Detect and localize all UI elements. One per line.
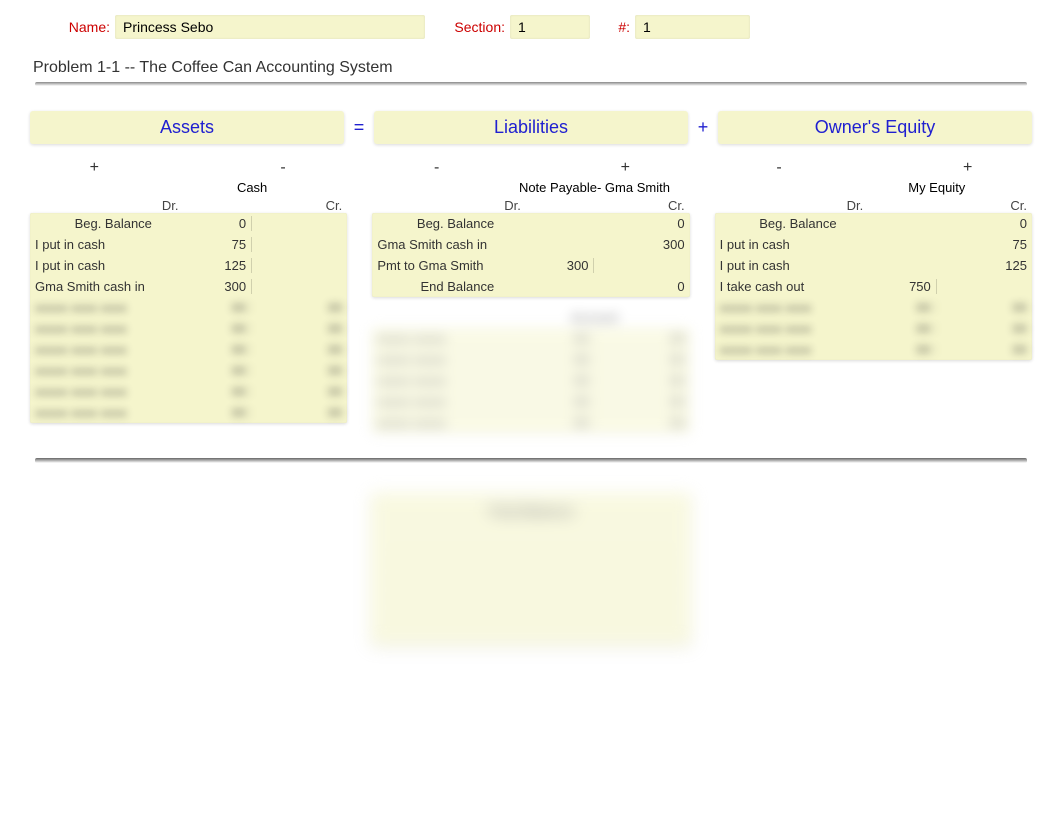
name-label: Name: [30,19,110,35]
section-label: Section: [445,19,505,35]
header-row: Name: Section: #: [0,10,1062,44]
ledger-dr[interactable]: 750 [842,279,937,294]
owners-equity-column: -+My EquityDr.Cr. Beg. Balance 0 I put in c… [715,159,1032,443]
sign-row: -+ [715,159,1032,177]
ledger-row-blurred: xxxxx xxxx xxxx0000 [30,381,347,402]
ledger-cr[interactable]: 0 [594,216,689,231]
ledger-dr[interactable]: 300 [157,279,252,294]
account-title: My Equity [842,177,1032,198]
ledger-row-blurred: xxxxx xxxx xxxx0000 [715,318,1032,339]
sign-left: - [372,159,531,177]
sign-left: - [715,159,874,177]
ledger-body: Beg. Balance0Gma Smith cash in300Pmt to … [372,213,689,297]
ledger-cr[interactable]: 0 [937,216,1032,231]
ledger-desc: End Balance [372,279,499,294]
accounting-equation: Assets = Liabilities + Owner's Equity [0,111,1062,144]
cr-label: Cr. [594,198,689,213]
ledger-row-blurred: xxxxx xxxx xxxx0000 [30,402,347,423]
ledger-dr[interactable]: 300 [499,258,594,273]
account-title-row: My Equity [715,177,1032,198]
ledger-row: Beg. Balance0 [30,213,347,234]
account-title-row: Cash [30,177,347,198]
ledger-desc: Pmt to Gma Smith [372,258,499,273]
t-account: Note Payable- Gma SmithDr.Cr.Beg. Balanc… [372,177,689,297]
account-title: Cash [157,177,347,198]
ledger-row: I take cash out750 [715,276,1032,297]
ledger-row-blurred: xxxxx xxxx xxxx0000 [30,339,347,360]
ledger-desc: I put in cash [715,258,842,273]
ledger-dr[interactable]: 0 [157,216,252,231]
ledger-row-blurred: xxxxx xxxx xxxx0000 [30,297,347,318]
ledger-row: I put in cash 125 [715,255,1032,276]
ledger-desc: Beg. Balance [372,216,499,231]
ledger-desc: I take cash out [715,279,842,294]
ledger-dr[interactable]: 125 [157,258,252,273]
liabilities-heading: Liabilities [374,111,688,144]
num-label: #: [610,19,630,35]
assets-heading: Assets [30,111,344,144]
ledger-body: Beg. Balance0I put in cash75I put in cas… [30,213,347,423]
ledger-cr[interactable]: 125 [937,258,1032,273]
ledger-row: I put in cash125 [30,255,347,276]
t-account: CashDr.Cr.Beg. Balance0I put in cash75I … [30,177,347,423]
name-input[interactable] [115,15,425,39]
ledger-desc: I put in cash [715,237,842,252]
owners-equity-heading: Owner's Equity [718,111,1032,144]
blurred-title: Trial Balance [381,503,681,519]
dr-cr-header: Dr.Cr. [715,198,1032,213]
account-title: Note Payable- Gma Smith [499,177,689,198]
ledger-row-blurred: xxxxx xxxx xxxx0000 [30,318,347,339]
assets-column: +-CashDr.Cr.Beg. Balance0I put in cash75… [30,159,347,443]
divider [35,82,1027,86]
ledger-desc: Beg. Balance [715,216,842,231]
ledger-desc: I put in cash [30,258,157,273]
ledger-cr[interactable]: 300 [594,237,689,252]
problem-title: Problem 1-1 -- The Coffee Can Accounting… [33,59,1062,77]
dr-cr-header: Dr.Cr. [30,198,347,213]
ledger-row: End Balance 0 [372,276,689,297]
ledger-desc: Gma Smith cash in [372,237,499,252]
sign-row: +- [30,159,347,177]
sign-left: + [30,159,189,177]
liabilities-column: -+Note Payable- Gma SmithDr.Cr.Beg. Bala… [372,159,689,443]
ledger-cr[interactable]: 0 [594,279,689,294]
section-input[interactable] [510,15,590,39]
equals-sign: = [349,117,369,138]
t-account: My EquityDr.Cr. Beg. Balance 0 I put in cas… [715,177,1032,360]
dr-label: Dr. [842,198,937,213]
ledger-row-blurred: xxxxx xxxx xxxx0000 [30,360,347,381]
plus-sign: + [693,117,713,138]
ledger-row: Pmt to Gma Smith300 [372,255,689,276]
dr-label: Dr. [499,198,594,213]
ledger-row: Gma Smith cash in 300 [372,234,689,255]
ledger-desc: Gma Smith cash in [30,279,157,294]
ledger-row: I put in cash75 [30,234,347,255]
trial-balance-blurred: Trial Balance [371,493,691,645]
dr-label: Dr. [157,198,252,213]
sign-right: + [531,159,690,177]
t-account: Accountxxxxx xxxxx0000xxxxx xxxxx0000xxx… [372,307,689,433]
ledger-row: Beg. Balance 0 [372,213,689,234]
ledger-desc: I put in cash [30,237,157,252]
cr-label: Cr. [937,198,1032,213]
ledger-row: I put in cash 75 [715,234,1032,255]
ledger-body: Beg. Balance0I put in cash75I put in cas… [715,213,1032,360]
ledger-row: Beg. Balance 0 [715,213,1032,234]
sign-right: - [189,159,348,177]
ledger-dr[interactable]: 75 [157,237,252,252]
num-input[interactable] [635,15,750,39]
divider-2 [35,458,1027,463]
cr-label: Cr. [252,198,347,213]
sign-row: -+ [372,159,689,177]
ledger-row: Gma Smith cash in300 [30,276,347,297]
ledger-desc: Beg. Balance [30,216,157,231]
dr-cr-header: Dr.Cr. [372,198,689,213]
ledger-row-blurred: xxxxx xxxx xxxx0000 [715,297,1032,318]
ledger-cr[interactable]: 75 [937,237,1032,252]
ledger-row-blurred: xxxxx xxxx xxxx0000 [715,339,1032,360]
ledger-columns: +-CashDr.Cr.Beg. Balance0I put in cash75… [0,159,1062,443]
account-title-row: Note Payable- Gma Smith [372,177,689,198]
sign-right: + [873,159,1032,177]
